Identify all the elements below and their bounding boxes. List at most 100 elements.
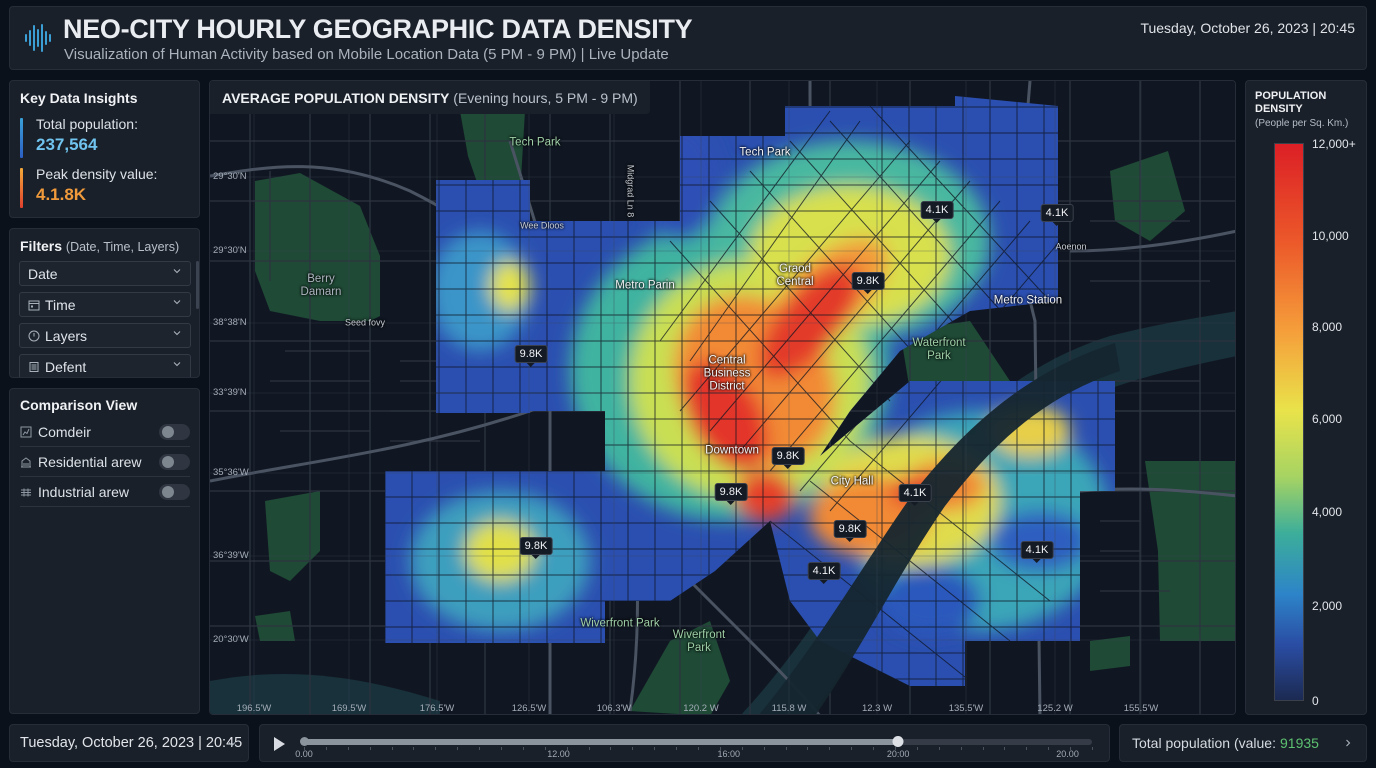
place-label: City Hall — [830, 475, 874, 488]
place-label: Central Business District — [703, 354, 751, 393]
density-marker[interactable]: 9.8K — [851, 272, 885, 294]
latitude-label: 35°36'W — [213, 467, 249, 478]
longitude-label: 169.5'W — [331, 703, 367, 714]
filter-default-select[interactable]: Defent — [19, 354, 191, 377]
timeline-tick — [1026, 747, 1028, 750]
map-title: AVERAGE POPULATION DENSITY (Evening hour… — [210, 81, 650, 114]
timeline-tick — [413, 747, 415, 750]
timeline-label: 12.00 — [547, 749, 570, 759]
timeline-tick — [895, 747, 896, 750]
legend-title: POPULATION DENSITY — [1255, 90, 1327, 115]
density-marker[interactable]: 4.1K — [807, 562, 841, 584]
timeline-tick — [566, 747, 568, 750]
latitude-label: 29°30'N — [213, 245, 247, 256]
timeline-tick — [1048, 747, 1050, 750]
density-marker[interactable]: 4.1K — [920, 201, 954, 223]
building-icon — [21, 456, 31, 467]
timeline-tick — [479, 747, 481, 750]
place-label: Wiverfront Park — [580, 617, 660, 630]
density-marker[interactable]: 4.1K — [1020, 541, 1054, 563]
latitude-label: 36°39'W — [213, 550, 249, 561]
timeline-tick — [1092, 747, 1093, 750]
color-ramp — [1274, 143, 1304, 701]
comparison-view-panel: Comparison View Comdeir Residential arew… — [9, 388, 200, 714]
timeline-tick — [654, 747, 656, 750]
legend-tick: 4,000 — [1312, 505, 1343, 519]
density-marker[interactable]: 4.1K — [1040, 204, 1074, 226]
timeline-start-handle[interactable] — [300, 737, 309, 746]
filter-layers-select[interactable]: Layers — [19, 323, 191, 348]
residential-toggle[interactable] — [159, 454, 190, 470]
density-marker[interactable]: 9.8K — [514, 345, 548, 367]
timeline-label: 20.00 — [1056, 749, 1079, 759]
place-label: Midgrad Ln 8 — [625, 164, 636, 218]
header-datetime: Tuesday, October 26, 2023 | 20:45 — [1140, 20, 1355, 36]
filters-subtitle: (Date, Time, Layers) — [65, 240, 180, 254]
timeline-tick — [960, 747, 962, 750]
kpi-value: 237,564 — [36, 135, 98, 154]
place-label: Downtown — [705, 444, 759, 457]
kpi-value: 4.1.8K — [36, 185, 87, 204]
filter-label: Layers — [45, 327, 88, 344]
density-map[interactable]: AVERAGE POPULATION DENSITY (Evening hour… — [209, 80, 1236, 715]
timeline-tick — [676, 747, 678, 750]
density-marker[interactable]: 9.8K — [519, 537, 553, 559]
legend-tick: 0 — [1312, 694, 1319, 708]
timeline-tick — [391, 747, 393, 750]
timeline-slider[interactable] — [304, 739, 1092, 745]
comparison-label: Industrial arew — [38, 483, 130, 500]
place-label: Tech Park — [739, 146, 791, 159]
kpi-label: Peak density value: — [36, 166, 158, 182]
legend-tick: 8,000 — [1312, 320, 1343, 334]
longitude-label: 176.5'W — [419, 703, 455, 714]
timeline-tick — [698, 747, 699, 750]
timeline-label: 16:00 — [717, 749, 740, 759]
longitude-label: 115.8 W — [771, 703, 807, 714]
density-marker[interactable]: 9.8K — [714, 483, 748, 505]
timeline-tick — [369, 747, 371, 750]
place-label: Graod Central — [776, 263, 814, 288]
legend-tick: 2,000 — [1312, 599, 1343, 613]
timeline-tick — [435, 747, 437, 750]
timeline-handle[interactable] — [892, 736, 904, 747]
place-label: Waterfront Park — [912, 337, 966, 362]
industrial-toggle[interactable] — [159, 484, 190, 500]
comdeir-toggle[interactable] — [159, 424, 190, 440]
page-subtitle: Visualization of Human Activity based on… — [64, 46, 669, 63]
comparison-row-residential: Residential arew — [20, 447, 190, 477]
density-marker[interactable]: 9.8K — [833, 520, 867, 542]
longitude-label: 126.5'W — [511, 703, 547, 714]
total-population-summary[interactable]: Total population (value: 91935 — [1119, 724, 1367, 762]
chevron-down-icon — [173, 300, 181, 305]
timeline-tick — [829, 747, 831, 750]
legend-tick: 6,000 — [1312, 412, 1343, 426]
toggle-knob — [162, 486, 174, 498]
density-marker[interactable]: 9.8K — [771, 447, 805, 469]
calendar-icon — [28, 300, 40, 310]
longitude-label: 12.3 W — [861, 703, 893, 714]
comparison-label: Comdeir — [38, 423, 91, 440]
map-canvas[interactable] — [210, 81, 1236, 715]
play-icon[interactable] — [274, 737, 285, 751]
date-time-select[interactable]: Tuesday, October 26, 2023 | 20:45 — [9, 724, 249, 762]
latitude-label: 33°39'N — [213, 387, 247, 398]
total-population-label: Total population (value: — [1132, 735, 1276, 751]
chart-icon — [20, 426, 32, 437]
chevron-down-icon — [173, 362, 181, 367]
timeline-tick — [1004, 747, 1006, 750]
filters-scrollbar[interactable] — [196, 261, 199, 309]
place-label: Berry Damarn — [300, 273, 342, 298]
filter-date-select[interactable]: Date — [19, 261, 191, 286]
timeline-tick — [522, 747, 524, 750]
density-marker[interactable]: 4.1K — [898, 484, 932, 506]
filter-time-select[interactable]: Time — [19, 292, 191, 317]
timeline-tick — [544, 747, 546, 750]
filter-label: Time — [45, 296, 76, 313]
legend-tick: 10,000 — [1312, 229, 1349, 243]
map-title-note: (Evening hours, 5 PM - 9 PM) — [453, 90, 638, 106]
comparison-row-industrial: Industrial arew — [20, 477, 190, 507]
place-label: Metro Parin — [615, 279, 675, 292]
timeline-tick — [851, 747, 853, 750]
timeline-tick — [873, 747, 875, 750]
insights-title: Key Data Insights — [20, 90, 138, 106]
